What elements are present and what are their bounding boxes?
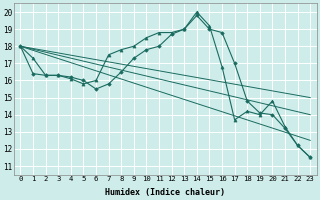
X-axis label: Humidex (Indice chaleur): Humidex (Indice chaleur) [105, 188, 225, 197]
